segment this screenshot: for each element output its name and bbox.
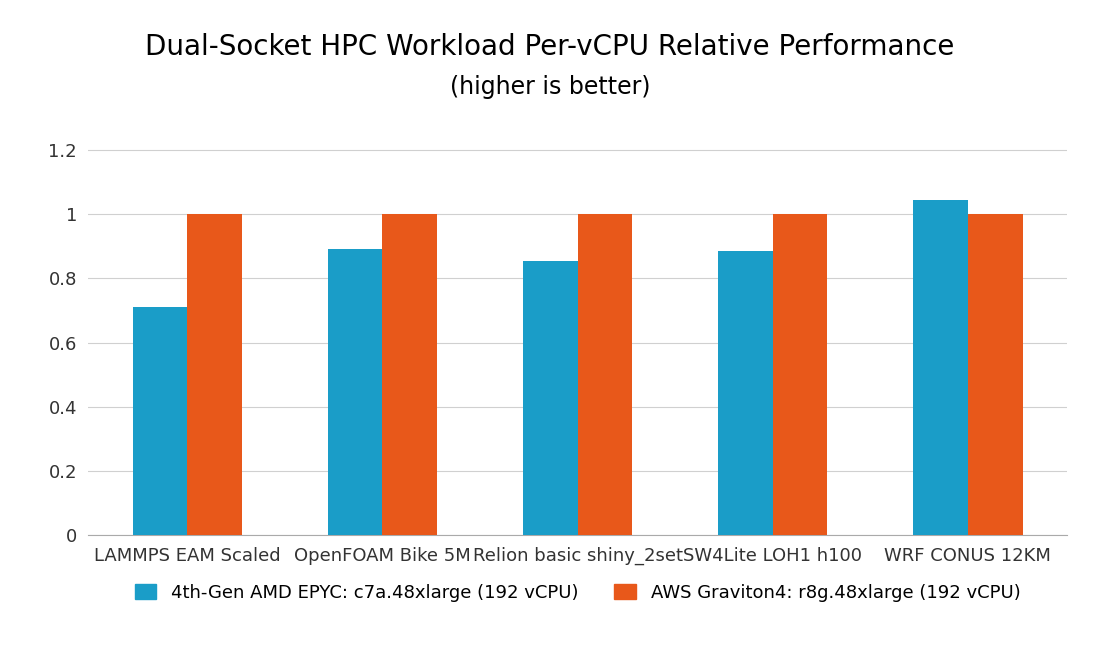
Bar <box>383 214 437 535</box>
Bar <box>968 214 1023 535</box>
Text: (higher is better): (higher is better) <box>450 75 650 99</box>
Bar <box>522 261 578 535</box>
Bar <box>718 251 772 535</box>
Bar <box>187 214 242 535</box>
Legend: 4th-Gen AMD EPYC: c7a.48xlarge (192 vCPU), AWS Graviton4: r8g.48xlarge (192 vCPU: 4th-Gen AMD EPYC: c7a.48xlarge (192 vCPU… <box>134 584 1021 601</box>
Bar <box>772 214 827 535</box>
Bar <box>328 249 383 535</box>
Bar <box>132 307 187 535</box>
Bar <box>913 200 968 535</box>
Bar <box>578 214 632 535</box>
Text: Dual-Socket HPC Workload Per-vCPU Relative Performance: Dual-Socket HPC Workload Per-vCPU Relati… <box>145 33 955 61</box>
